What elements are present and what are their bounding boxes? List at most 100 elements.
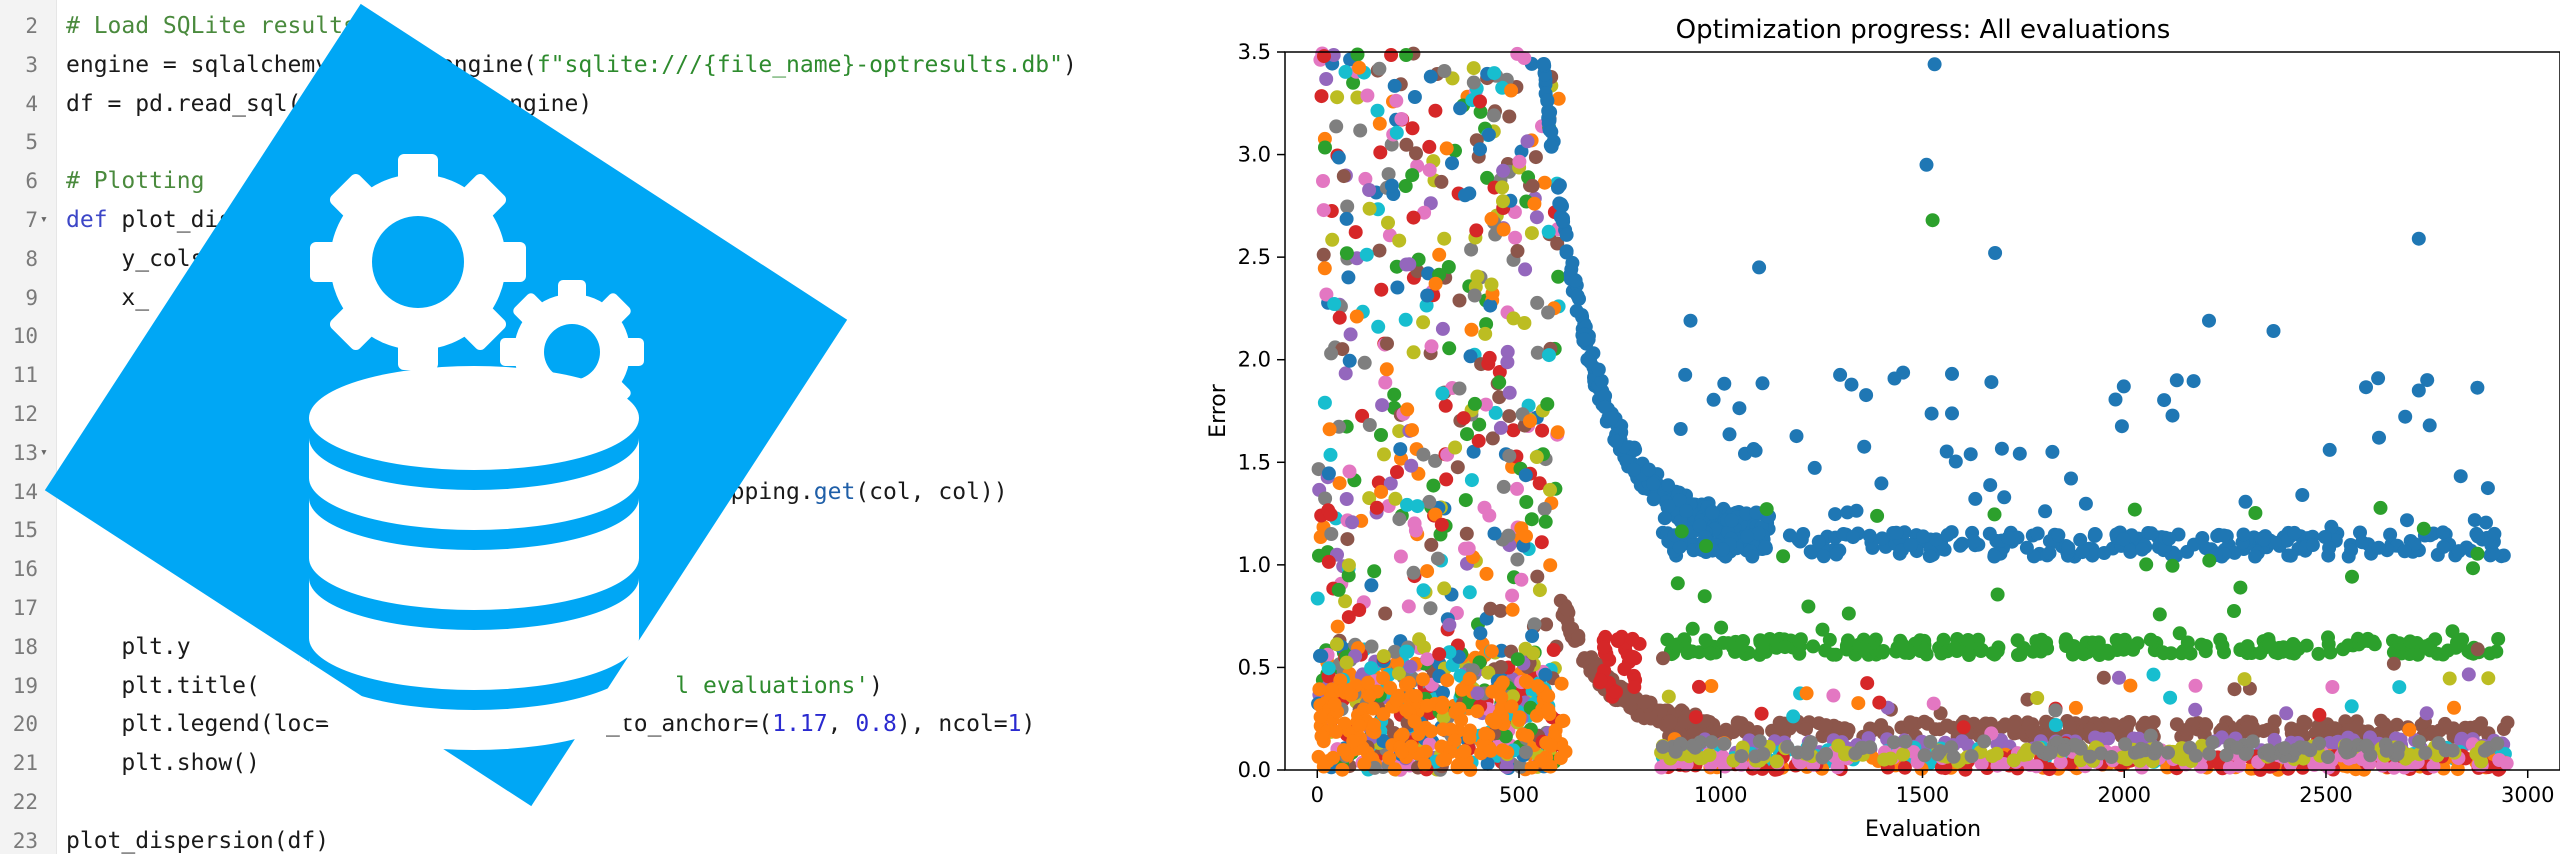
data-point	[1401, 599, 1416, 614]
code-line[interactable]: 23 plot_dispersion(df)	[0, 823, 1130, 854]
line-number: 16	[12, 557, 38, 582]
code-editor[interactable]: 2 # Load SQLite results 3 engine = sqlalche…	[0, 0, 1130, 854]
code-line[interactable]: 16	[0, 551, 1130, 587]
code-line[interactable]: 12	[0, 396, 1130, 432]
data-point	[1663, 714, 1678, 729]
data-point	[1510, 481, 1524, 496]
data-point	[2322, 541, 2337, 555]
data-point	[2132, 744, 2147, 759]
data-point	[1674, 524, 1689, 539]
data-point	[1324, 527, 1339, 541]
chart-canvas: Optimization progress: All evaluations 0…	[1206, 15, 2560, 842]
code-line[interactable]: 13 ▾	[0, 435, 1130, 471]
data-point	[2162, 531, 2177, 546]
data-point	[1494, 660, 1508, 674]
code-line[interactable]: 9 x_	[0, 280, 1130, 316]
data-point	[1440, 673, 1455, 688]
data-point	[1335, 342, 1350, 357]
data-point	[2416, 521, 2431, 536]
code-line[interactable]: 11	[0, 357, 1130, 393]
data-point	[2144, 526, 2159, 541]
data-point	[2245, 734, 2260, 749]
data-point	[2411, 383, 2426, 398]
code-line[interactable]: 10	[0, 318, 1130, 354]
scatter-chart: Optimization progress: All evaluations 0…	[1165, 0, 2560, 854]
data-point	[1412, 632, 1427, 647]
data-point	[1816, 549, 1831, 564]
data-point	[1828, 507, 1843, 522]
fold-toggle-icon[interactable]: ▾	[40, 444, 48, 460]
data-point	[2149, 740, 2164, 755]
data-point	[1685, 621, 1700, 636]
code-line[interactable]: 21 plt.show()	[0, 745, 1130, 781]
data-point	[1435, 386, 1450, 401]
data-point	[1844, 377, 1859, 392]
data-point	[1717, 376, 1732, 391]
data-point	[1316, 174, 1330, 188]
code-text: x_	[66, 284, 150, 311]
code-line[interactable]: 2 # Load SQLite results	[0, 8, 1130, 44]
code-line[interactable]: 18 plt.y	[0, 629, 1130, 665]
data-point	[1499, 760, 1514, 774]
data-point	[2445, 624, 2460, 639]
data-point	[1322, 422, 1337, 437]
data-point	[1702, 748, 1717, 763]
data-point	[2127, 502, 2142, 517]
code-text: plt.title( l evaluations')	[66, 672, 884, 699]
data-point	[2297, 740, 2312, 755]
data-point	[1393, 549, 1408, 564]
data-point	[2012, 446, 2027, 461]
data-point	[1380, 336, 1394, 351]
data-point	[1482, 350, 1497, 365]
code-line[interactable]: 15	[0, 512, 1130, 548]
data-point	[2045, 444, 2060, 459]
data-point	[2068, 700, 2083, 715]
data-point	[1477, 500, 1492, 515]
line-number: 22	[12, 790, 38, 814]
data-point	[2188, 702, 2203, 717]
data-point	[1527, 196, 1542, 211]
data-point	[1314, 729, 1329, 744]
data-point	[1732, 641, 1747, 656]
fold-toggle-icon[interactable]: ▾	[40, 212, 48, 227]
database-gears-icon	[309, 154, 644, 750]
data-point	[1530, 679, 1545, 694]
data-point	[1886, 735, 1901, 750]
data-point	[1344, 687, 1359, 702]
data-point	[1755, 641, 1770, 656]
data-point	[1331, 582, 1346, 597]
x-tick-label: 0	[1311, 783, 1324, 807]
data-point	[1454, 712, 1469, 727]
data-point	[1715, 542, 1730, 557]
x-tick-label: 1500	[1896, 783, 1949, 807]
data-point	[1434, 517, 1449, 532]
data-point	[1467, 396, 1482, 411]
data-point	[1520, 675, 1535, 690]
data-point	[1626, 650, 1641, 664]
code-line[interactable]: 6 # Plotting	[0, 163, 1130, 199]
code-line[interactable]: 19 plt.title( l evaluations')	[0, 668, 1130, 704]
data-point	[1550, 236, 1565, 251]
code-line[interactable]: 5	[0, 124, 1130, 160]
data-point	[1772, 715, 1787, 730]
data-point	[1751, 526, 1766, 541]
data-point	[1967, 534, 1981, 549]
data-point	[2447, 700, 2461, 715]
data-point	[1661, 499, 1676, 514]
data-point	[1463, 349, 1478, 364]
data-point	[2048, 718, 2063, 732]
code-line[interactable]: 17	[0, 590, 1130, 626]
data-point	[1409, 146, 1423, 161]
data-point	[1466, 444, 1481, 459]
code-text: # Load SQLite results	[66, 13, 357, 39]
data-point	[1376, 671, 1391, 685]
data-point	[1456, 411, 1471, 426]
code-line[interactable]: 20 plt.legend(loc= _to_anchor=(1.17, 0.8…	[0, 706, 1130, 742]
data-point	[1677, 714, 1692, 729]
data-point	[1811, 534, 1826, 549]
data-point	[2339, 738, 2354, 753]
data-point	[1625, 631, 1640, 646]
code-line[interactable]: 22	[0, 784, 1130, 820]
data-point	[2311, 646, 2326, 661]
data-point	[1673, 422, 1688, 436]
